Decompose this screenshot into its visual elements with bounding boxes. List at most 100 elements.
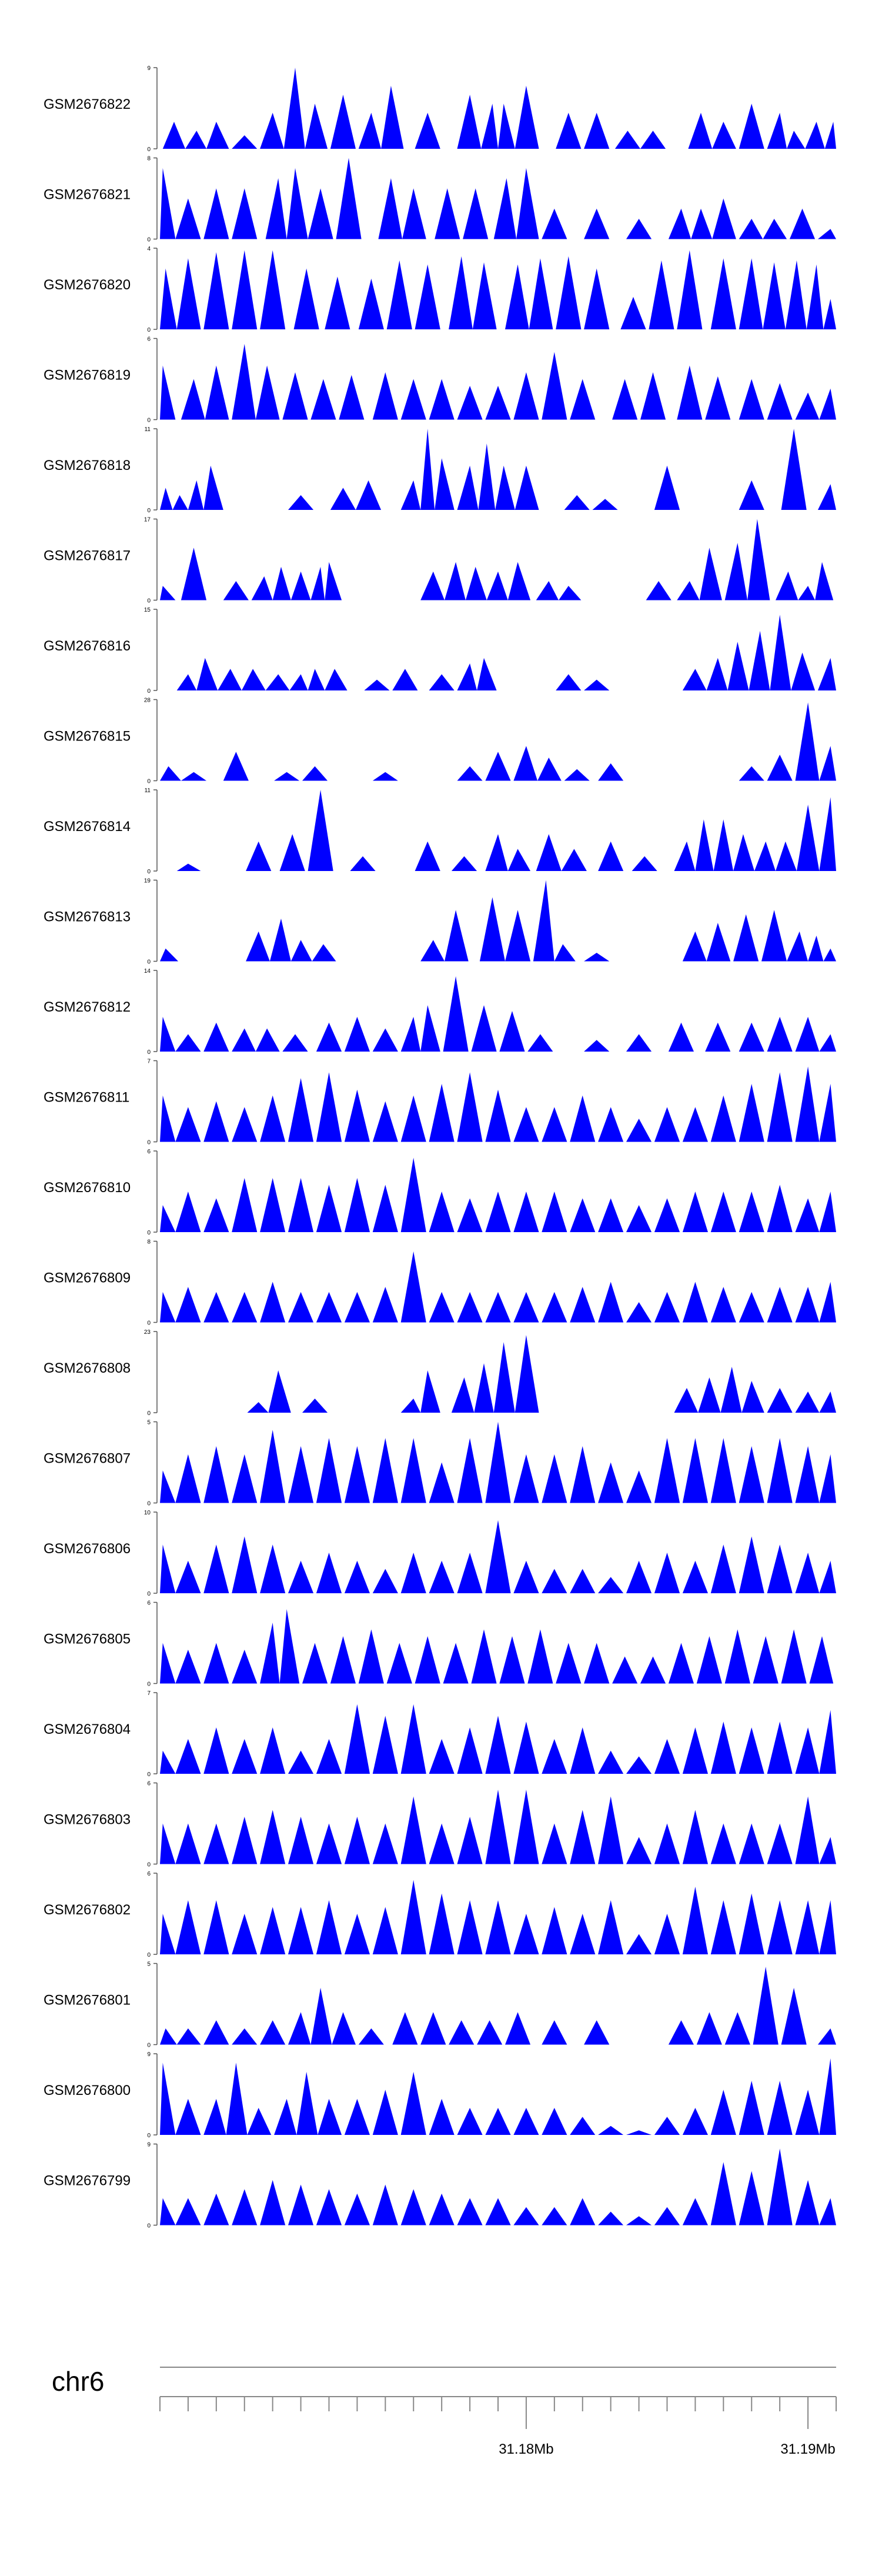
coverage-area: [162, 68, 836, 149]
chromosome-label: chr6: [52, 2366, 104, 2397]
track-GSM2676815: GSM2676815 28 0: [44, 698, 836, 785]
y-max-label: 9: [147, 2142, 151, 2148]
track-GSM2676804: GSM2676804 7 0: [44, 1690, 836, 1778]
coverage-area: [160, 1157, 836, 1232]
y-min-label: 0: [147, 2133, 151, 2139]
y-min-label: 0: [147, 1862, 151, 1868]
y-min-label: 0: [147, 1320, 151, 1327]
coverage-area: [160, 880, 836, 962]
track-label: GSM2676812: [44, 999, 131, 1015]
coverage-area: [160, 1967, 836, 2045]
track-label: GSM2676801: [44, 1993, 131, 2008]
track-GSM2676806: GSM2676806 10 0: [44, 1510, 836, 1597]
track-GSM2676802: GSM2676802 6 0: [44, 1871, 836, 1958]
y-max-label: 8: [147, 1239, 151, 1246]
coverage-area: [160, 2058, 836, 2135]
track-label: GSM2676814: [44, 819, 131, 835]
track-label: GSM2676804: [44, 1721, 131, 1737]
y-max-label: 11: [145, 788, 151, 794]
track-label: GSM2676817: [44, 548, 131, 564]
track-label: GSM2676808: [44, 1360, 131, 1376]
track-label: GSM2676821: [44, 187, 131, 203]
y-min-label: 0: [147, 1230, 151, 1236]
track-GSM2676821: GSM2676821 8 0: [44, 156, 836, 243]
y-max-label: 8: [147, 156, 151, 162]
coverage-area: [160, 519, 834, 600]
y-max-label: 9: [147, 2051, 151, 2058]
y-max-label: 6: [147, 336, 151, 343]
y-min-label: 0: [147, 1049, 151, 1056]
track-label: GSM2676822: [44, 96, 131, 112]
y-max-label: 6: [147, 1871, 151, 1877]
track-GSM2676801: GSM2676801 5 0: [44, 1961, 836, 2049]
track-GSM2676817: GSM2676817 17 0: [44, 517, 834, 605]
track-label: GSM2676810: [44, 1180, 131, 1196]
y-min-label: 0: [147, 1771, 151, 1778]
y-max-label: 7: [147, 1690, 151, 1697]
track-label: GSM2676799: [44, 2173, 131, 2189]
y-min-label: 0: [147, 2223, 151, 2230]
track-label: GSM2676800: [44, 2083, 131, 2098]
coverage-area: [160, 1422, 836, 1503]
track-GSM2676807: GSM2676807 5 0: [44, 1420, 836, 1507]
y-min-label: 0: [147, 779, 151, 785]
track-label: GSM2676807: [44, 1451, 131, 1467]
coverage-area: [160, 1880, 836, 1954]
y-max-label: 28: [144, 698, 151, 704]
y-max-label: 9: [147, 65, 151, 72]
y-max-label: 10: [144, 1510, 151, 1516]
track-label: GSM2676819: [44, 368, 131, 383]
y-min-label: 0: [147, 2043, 151, 2049]
track-GSM2676808: GSM2676808 23 0: [44, 1329, 836, 1417]
coverage-area: [160, 1066, 836, 1142]
y-max-label: 5: [147, 1961, 151, 1968]
y-min-label: 0: [147, 598, 151, 605]
track-label: GSM2676802: [44, 1902, 131, 1918]
y-min-label: 0: [147, 1410, 151, 1417]
y-min-label: 0: [147, 146, 151, 153]
track-GSM2676811: GSM2676811 7 0: [44, 1059, 836, 1146]
y-max-label: 6: [147, 1781, 151, 1787]
y-max-label: 4: [147, 246, 151, 252]
coverage-area: [160, 1520, 836, 1593]
track-GSM2676822: GSM2676822 9 0: [44, 65, 836, 153]
y-max-label: 7: [147, 1059, 151, 1065]
y-max-label: 6: [147, 1600, 151, 1607]
y-min-label: 0: [147, 1140, 151, 1146]
y-max-label: 14: [144, 968, 151, 975]
y-max-label: 15: [144, 607, 151, 613]
genome-axis: 31.18Mb 31.19Mb chr6: [52, 2366, 837, 2457]
track-label: GSM2676820: [44, 277, 131, 293]
x-tick-label: 31.19Mb: [780, 2441, 835, 2457]
track-GSM2676805: GSM2676805 6 0: [44, 1600, 834, 1688]
track-GSM2676816: GSM2676816 15 0: [44, 607, 837, 695]
y-max-label: 6: [147, 1149, 151, 1155]
coverage-area: [176, 790, 837, 871]
y-min-label: 0: [147, 688, 151, 695]
track-GSM2676800: GSM2676800 9 0: [44, 2051, 836, 2139]
track-label: GSM2676803: [44, 1812, 131, 1828]
track-GSM2676803: GSM2676803 6 0: [44, 1781, 836, 1868]
track-GSM2676810: GSM2676810 6 0: [44, 1149, 836, 1236]
track-GSM2676814: GSM2676814 11 0: [44, 788, 837, 875]
y-min-label: 0: [147, 1591, 151, 1597]
y-min-label: 0: [147, 1501, 151, 1507]
track-label: GSM2676816: [44, 638, 131, 654]
y-min-label: 0: [147, 327, 151, 333]
coverage-area: [247, 1335, 836, 1413]
y-min-label: 0: [147, 237, 151, 243]
track-label: GSM2676809: [44, 1270, 131, 1286]
track-label: GSM2676805: [44, 1631, 131, 1647]
axis-ticks: 31.18Mb 31.19Mb: [159, 2397, 837, 2457]
track-GSM2676818: GSM2676818 11 0: [44, 426, 836, 514]
track-label: GSM2676815: [44, 729, 131, 745]
coverage-tracks: GSM267682290GSM267682180GSM267682040GSM2…: [44, 65, 837, 2230]
y-max-label: 23: [144, 1329, 151, 1336]
y-min-label: 0: [147, 869, 151, 875]
track-label: GSM2676811: [44, 1090, 129, 1106]
track-GSM2676819: GSM2676819 6 0: [44, 336, 836, 424]
track-GSM2676820: GSM2676820 4 0: [44, 246, 836, 333]
y-min-label: 0: [147, 1952, 151, 1958]
y-min-label: 0: [147, 1681, 151, 1688]
